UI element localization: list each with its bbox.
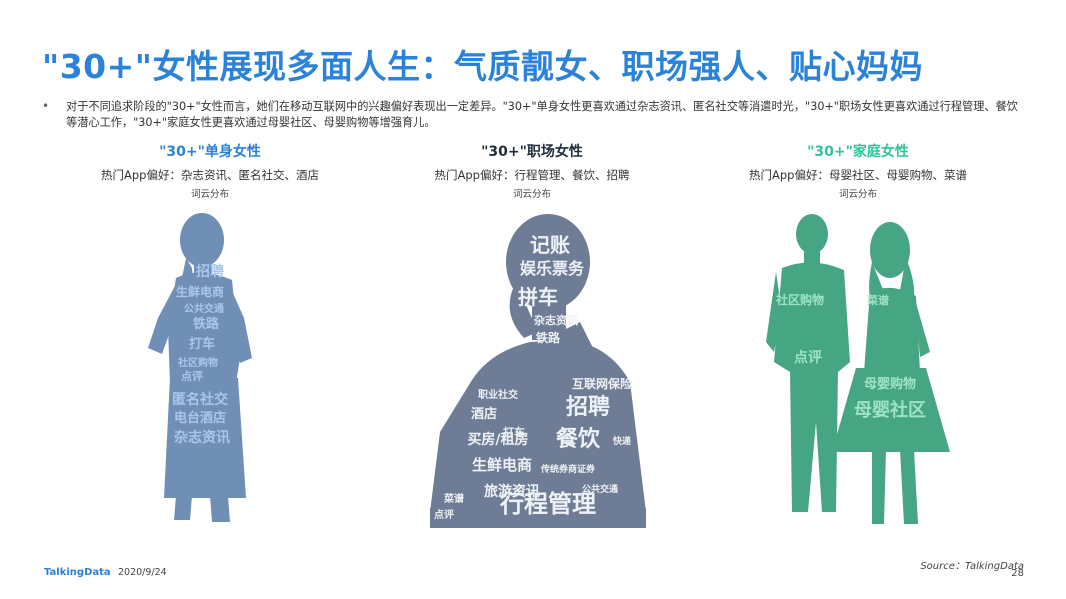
- wordcloud-word: 生鲜电商: [176, 284, 224, 299]
- page-title: "30+"女性展现多面人生：气质靓女、职场强人、贴心妈妈: [42, 47, 923, 86]
- app-preference: 热门App偏好：母婴社区、母婴购物、菜谱: [749, 168, 967, 182]
- app-preference: 热门App偏好：行程管理、餐饮、招聘: [434, 168, 630, 182]
- wordcloud-word: 点评: [794, 349, 822, 366]
- app-preference: 热门App偏好：杂志资讯、匿名社交、酒店: [101, 168, 319, 182]
- wordcloud-word: 匿名社交: [172, 391, 228, 408]
- column-title: "30+"单身女性: [159, 144, 261, 160]
- wordcloud-word: 社区购物: [177, 356, 218, 369]
- summary-paragraph: • 对于不同追求阶段的"30+"女性而言，她们在移动互联网中的兴趣偏好表现出一定…: [42, 99, 1022, 131]
- wordcloud-word: 买房/租房: [467, 431, 528, 448]
- wordcloud-word: 生鲜电商: [472, 456, 532, 474]
- column-single-women: "30+"单身女性 热门App偏好：杂志资讯、匿名社交、酒店 词云分布: [40, 143, 380, 201]
- wordcloud-word: 点评: [181, 369, 203, 383]
- wordcloud-word: 旅游资讯: [484, 483, 540, 500]
- wordcloud-word: 快递: [613, 435, 631, 447]
- wordcloud-word: 杂志资讯: [534, 313, 578, 327]
- wordcloud-word: 铁路: [536, 330, 561, 345]
- wordcloud-word: 拼车: [518, 285, 558, 309]
- wordcloud-word: 打车: [503, 425, 525, 439]
- wordcloud-word: 招聘: [196, 263, 224, 280]
- wordcloud-word: 传统券商证券: [540, 463, 596, 475]
- footer-date: 2020/9/24: [118, 567, 167, 578]
- column-family-women: "30+"家庭女性 热门App偏好：母婴社区、母婴购物、菜谱 词云分布: [688, 143, 1028, 201]
- wordcloud-word: 公共交通: [184, 302, 224, 315]
- wordcloud-word: 互联网保险: [572, 376, 633, 391]
- column-title: "30+"家庭女性: [807, 144, 909, 160]
- wordcloud-caption: 词云分布: [838, 189, 877, 200]
- summary-text: 对于不同追求阶段的"30+"女性而言，她们在移动互联网中的兴趣偏好表现出一定差异…: [66, 100, 1018, 129]
- talkingdata-logo: TalkingData: [44, 567, 111, 578]
- wordcloud-word: 点评: [434, 508, 454, 521]
- wordcloud-word: 菜谱: [866, 293, 889, 307]
- wordcloud-word: 餐饮: [556, 427, 601, 452]
- column-career-women: "30+"职场女性 热门App偏好：行程管理、餐饮、招聘 词云分布: [362, 143, 702, 201]
- wordcloud-word: 记账: [530, 233, 570, 257]
- wordcloud-word: 公共交通: [582, 483, 618, 495]
- page-number: 28: [1011, 568, 1024, 579]
- wordcloud-word: 母婴社区: [854, 399, 926, 421]
- wordcloud-word: 电台酒店: [174, 410, 226, 426]
- wordcloud-word: 行程管理: [499, 490, 596, 518]
- wordcloud-word: 母婴购物: [864, 376, 916, 392]
- bullet-dot-icon: •: [42, 99, 50, 113]
- wordcloud-word: 酒店: [471, 406, 497, 422]
- wordcloud-word: 菜谱: [443, 492, 464, 505]
- source-note: Source：TalkingData: [920, 561, 1024, 572]
- wordcloud-word: 打车: [189, 336, 215, 352]
- wordcloud-word: 杂志资讯: [174, 429, 230, 446]
- wordcloud-caption: 词云分布: [512, 189, 551, 200]
- wordcloud-word: 招聘: [566, 395, 610, 420]
- wordcloud-word: 社区购物: [775, 292, 824, 307]
- wordcloud-word: 职业社交: [478, 388, 518, 401]
- wordcloud-caption: 词云分布: [190, 189, 229, 200]
- wordcloud-word: 娱乐票务: [520, 259, 585, 278]
- column-title: "30+"职场女性: [481, 144, 583, 160]
- wordcloud-word: 铁路: [192, 316, 220, 332]
